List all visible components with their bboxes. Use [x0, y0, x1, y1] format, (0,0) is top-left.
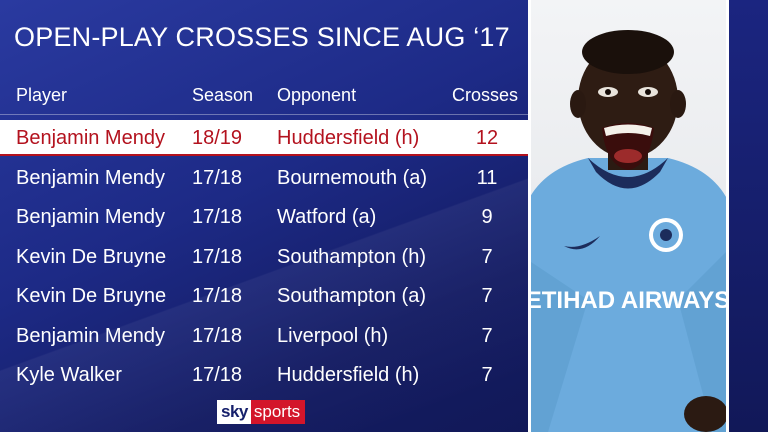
table-header: Player Season Opponent Crosses — [0, 77, 528, 113]
cell-opponent: Bournemouth (a) — [277, 167, 428, 189]
header-crosses: Crosses — [451, 85, 518, 105]
cell-crosses: 7 — [481, 364, 493, 386]
graphic-title: OPEN-PLAY CROSSES SINCE AUG ‘17 — [14, 22, 510, 52]
cell-season: 17/18 — [192, 285, 243, 307]
table-row: Benjamin Mendy 17/18 Bournemouth (a) 11 — [0, 160, 528, 196]
cell-crosses: 9 — [481, 206, 493, 228]
table-row: Kevin De Bruyne 17/18 Southampton (h) 7 — [0, 239, 528, 275]
cell-player: Benjamin Mendy — [16, 206, 165, 228]
table-row: Kyle Walker 17/18 Huddersfield (h) 7 — [0, 357, 528, 393]
cell-season: 17/18 — [192, 167, 243, 189]
cell-season: 17/18 — [192, 206, 243, 228]
cell-opponent: Watford (a) — [277, 206, 377, 228]
cell-opponent: Southampton (a) — [277, 285, 426, 307]
cell-opponent: Huddersfield (h) — [277, 127, 420, 149]
cell-opponent: Liverpool (h) — [277, 325, 389, 347]
cell-player: Benjamin Mendy — [16, 127, 165, 149]
header-divider — [0, 114, 528, 115]
cell-season: 17/18 — [192, 364, 243, 386]
sky-sports-logo: sky sports — [217, 400, 306, 424]
cell-crosses: 7 — [481, 325, 493, 347]
cell-player: Benjamin Mendy — [16, 325, 165, 347]
shirt-sponsor-text: ETIHAD AIRWAYS — [528, 287, 728, 314]
cell-season: 18/19 — [192, 127, 243, 149]
photo-border-left — [528, 0, 531, 432]
table-row: Kevin De Bruyne 17/18 Southampton (a) 7 — [0, 278, 528, 314]
cell-crosses: 12 — [475, 127, 499, 149]
cell-player: Kevin De Bruyne — [16, 246, 167, 268]
cell-opponent: Huddersfield (h) — [277, 364, 420, 386]
cell-season: 17/18 — [192, 325, 243, 347]
table-row-highlighted: Benjamin Mendy 18/19 Huddersfield (h) 12 — [0, 120, 528, 156]
cell-crosses: 11 — [476, 167, 498, 189]
cell-player: Kevin De Bruyne — [16, 285, 167, 307]
cell-opponent: Southampton (h) — [277, 246, 426, 268]
table-row: Benjamin Mendy 17/18 Liverpool (h) 7 — [0, 318, 528, 354]
cell-crosses: 7 — [481, 246, 493, 268]
header-season: Season — [192, 85, 254, 105]
logo-sky: sky — [217, 400, 251, 424]
right-edge-strip — [729, 0, 768, 432]
cell-crosses: 7 — [481, 285, 493, 307]
player-photo-panel: ETIHAD AIRWAYS — [528, 0, 728, 432]
cell-player: Benjamin Mendy — [16, 167, 165, 189]
player-photo: ETIHAD AIRWAYS — [528, 30, 728, 432]
photo-border-right — [726, 0, 729, 432]
cell-season: 17/18 — [192, 246, 243, 268]
header-player: Player — [16, 85, 68, 105]
table-row: Benjamin Mendy 17/18 Watford (a) 9 — [0, 199, 528, 235]
header-opponent: Opponent — [277, 85, 357, 105]
cell-player: Kyle Walker — [16, 364, 122, 386]
logo-sports: sports — [250, 400, 306, 424]
